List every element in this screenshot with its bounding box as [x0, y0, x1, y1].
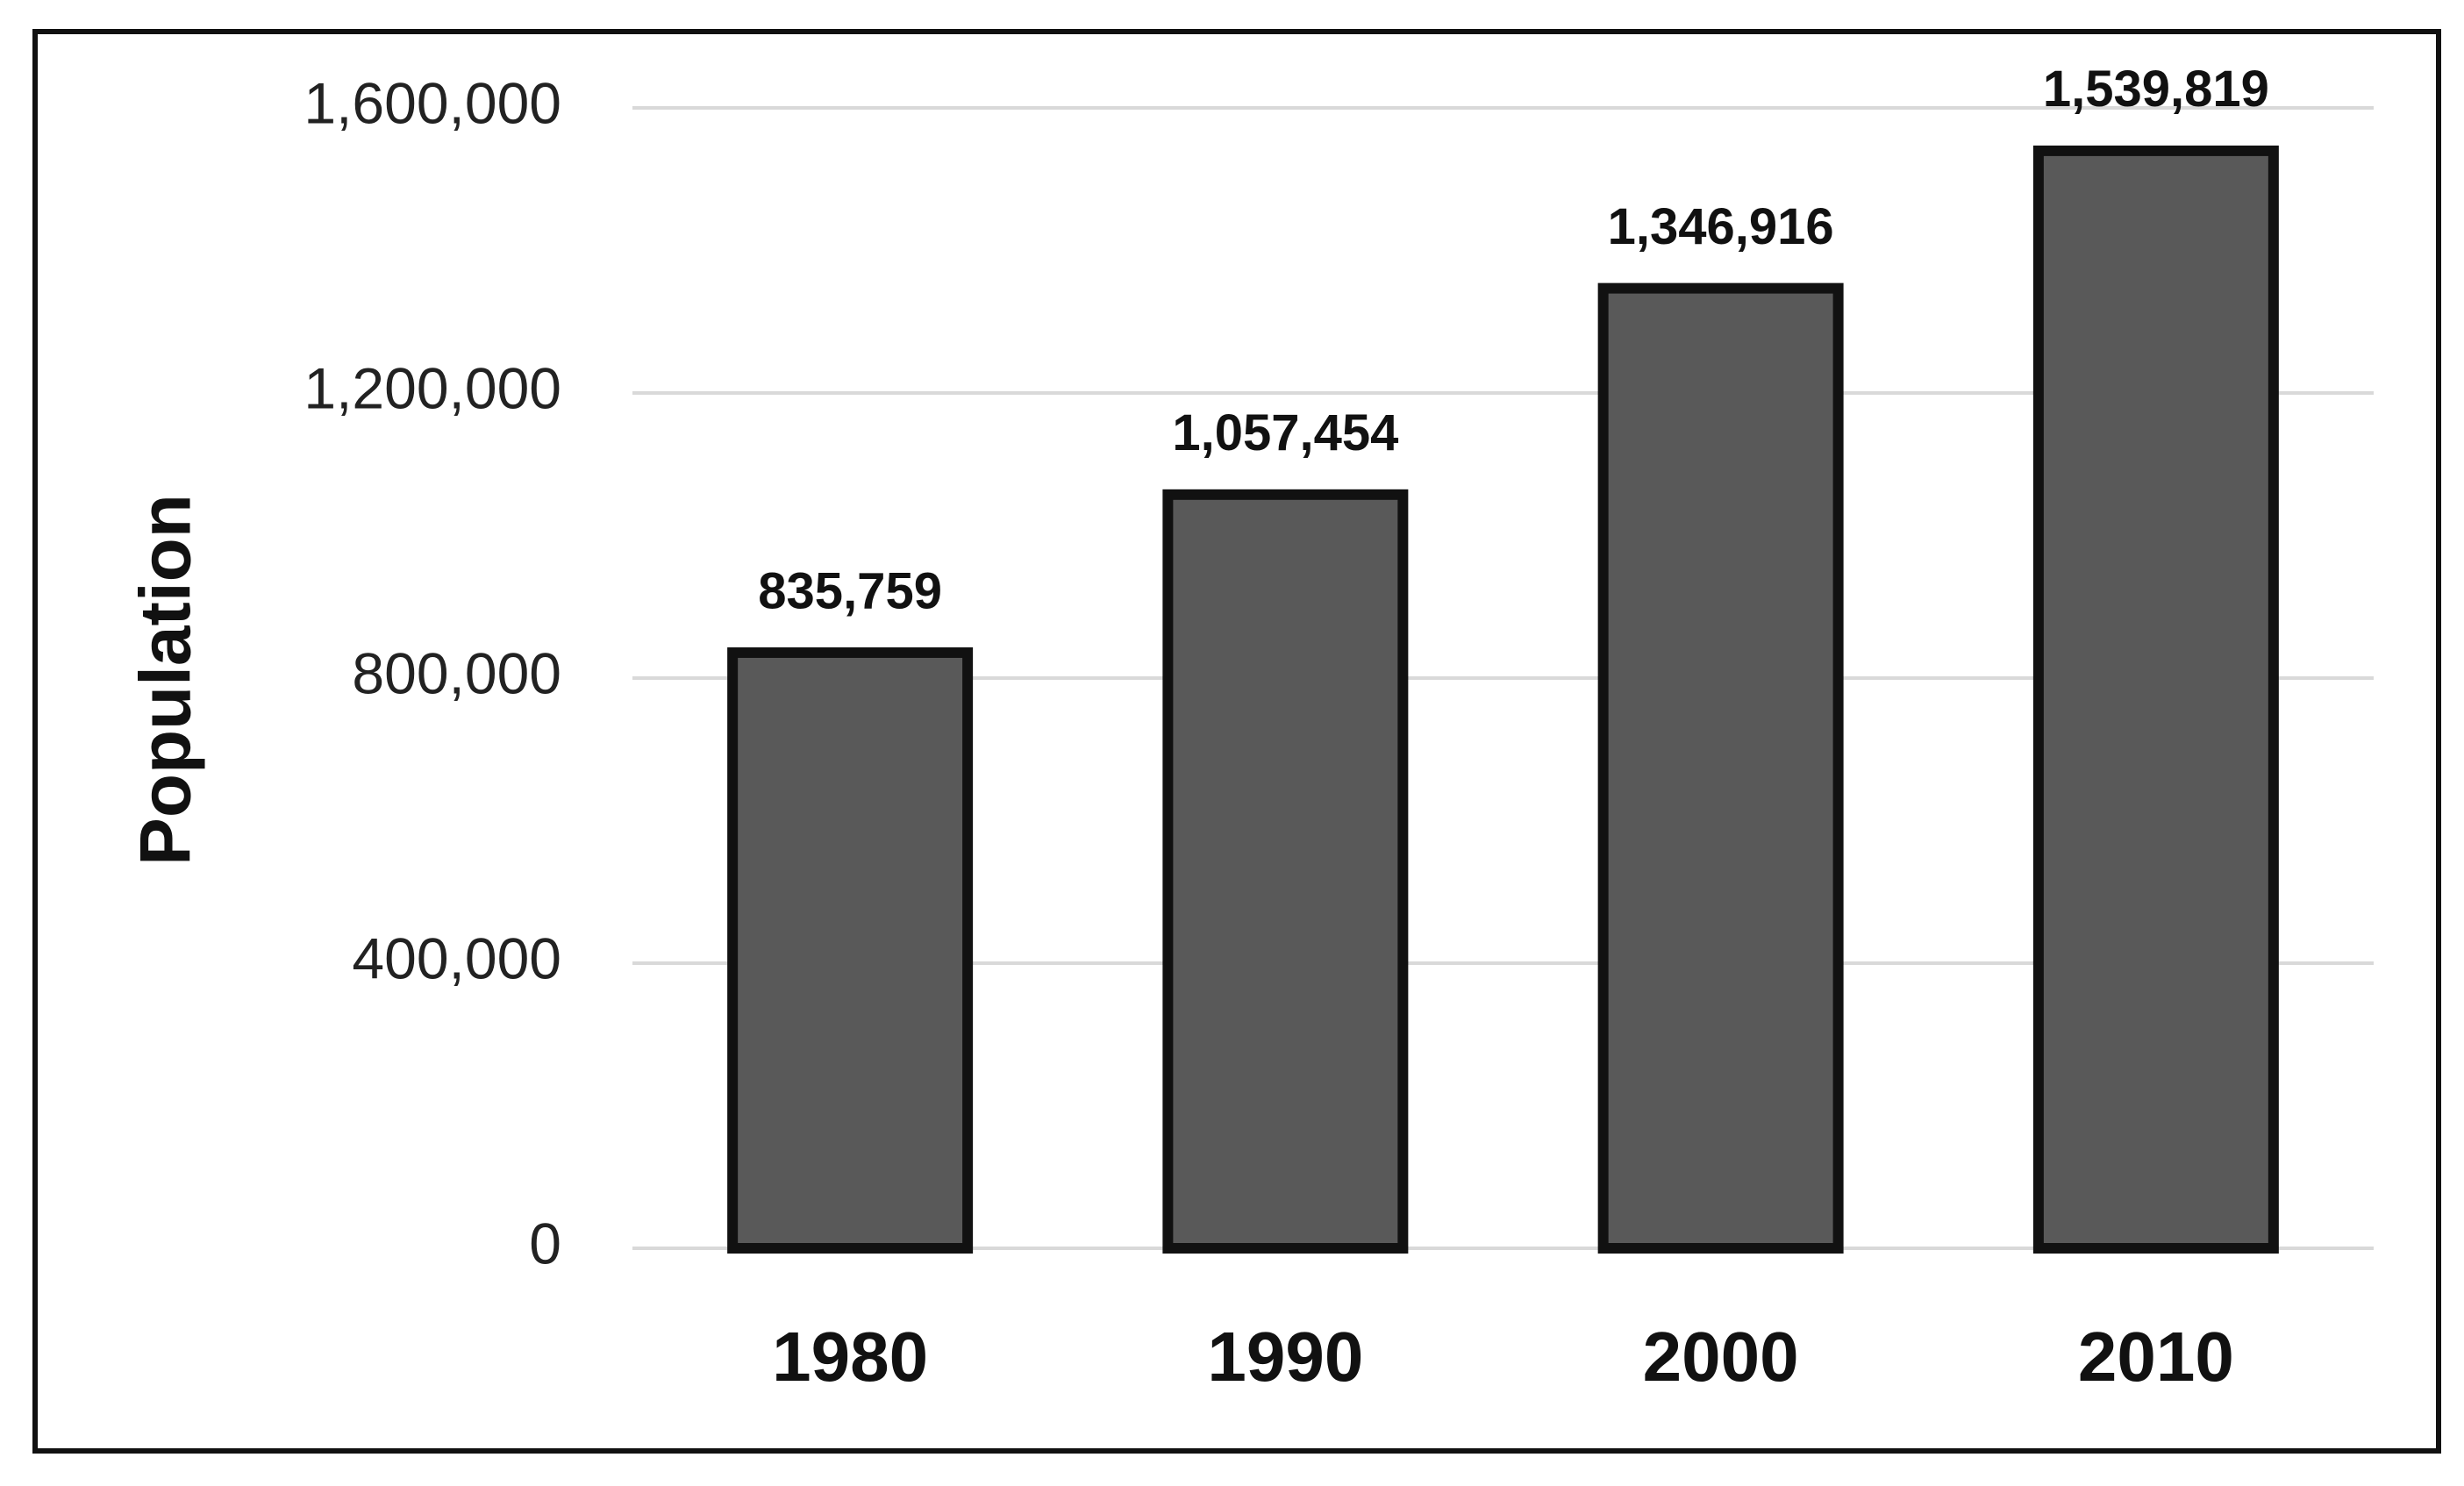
x-tick-label: 1990 — [1207, 1318, 1363, 1396]
y-axis-label: Population — [126, 494, 206, 866]
x-tick-label: 2000 — [1643, 1318, 1799, 1396]
value-label: 835,759 — [758, 562, 942, 619]
bar — [1162, 489, 1409, 1254]
bar — [727, 647, 974, 1254]
y-tick-label: 800,000 — [352, 640, 561, 705]
y-tick-label: 0 — [529, 1211, 561, 1275]
x-tick-label: 1980 — [772, 1318, 928, 1396]
bar — [2032, 145, 2279, 1254]
x-tick-label: 2010 — [2078, 1318, 2234, 1396]
y-tick-label: 1,600,000 — [304, 70, 561, 135]
value-label: 1,346,916 — [1608, 198, 1834, 255]
bar — [1597, 282, 1844, 1254]
y-tick-label: 400,000 — [352, 925, 561, 990]
y-tick-label: 1,200,000 — [304, 355, 561, 420]
value-label: 1,539,819 — [2043, 61, 2269, 118]
value-label: 1,057,454 — [1172, 404, 1398, 461]
